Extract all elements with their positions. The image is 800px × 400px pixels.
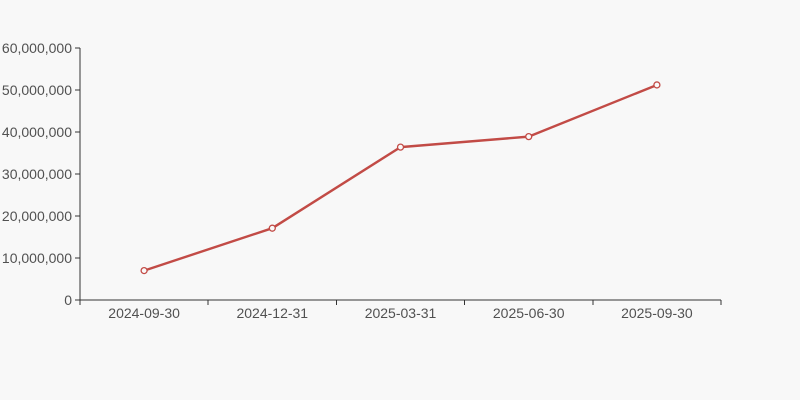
- x-axis-label: 2025-09-30: [621, 305, 693, 321]
- y-axis-label: 30,000,000: [2, 166, 72, 182]
- data-point-marker: [140, 266, 148, 275]
- x-axis-label: 2025-03-31: [365, 305, 437, 321]
- y-axis-label: 0: [64, 292, 72, 308]
- series-line: [142, 83, 659, 272]
- x-axis-label: 2024-09-30: [108, 305, 180, 321]
- data-point-marker: [396, 143, 405, 151]
- data-point-marker: [525, 132, 533, 141]
- x-axis-label: 2025-06-30: [493, 305, 565, 321]
- x-axis-label: 2024-12-31: [236, 305, 308, 321]
- y-axis: 0 10,000,000 20,000,000 30,000,000 40,000,00…: [2, 40, 81, 308]
- y-axis-label: 40,000,000: [2, 124, 72, 140]
- data-point-marker: [653, 81, 661, 89]
- y-axis-label: 60,000,000: [2, 40, 72, 56]
- x-axis: 2024-09-30 2024-12-31 2025-03-31 2025-06-30…: [79, 299, 722, 321]
- series-line-group: [140, 81, 661, 275]
- data-point-marker: [268, 224, 276, 232]
- y-axis-label: 50,000,000: [2, 82, 72, 98]
- y-axis-label: 10,000,000: [2, 250, 72, 266]
- y-axis-label: 20,000,000: [2, 208, 72, 224]
